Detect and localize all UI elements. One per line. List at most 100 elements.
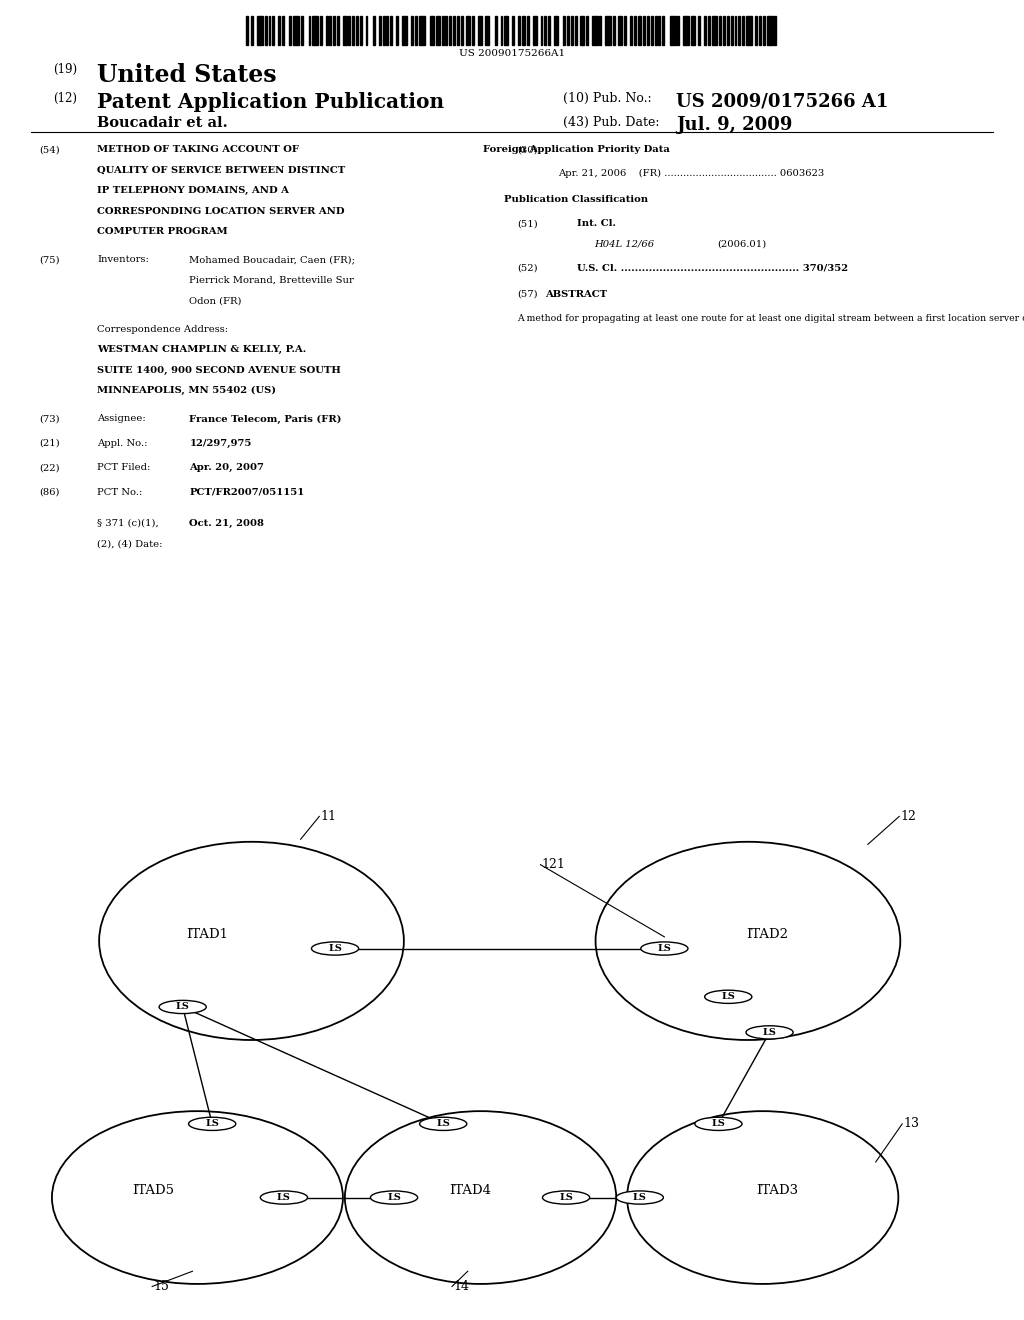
Text: (73): (73) — [39, 414, 59, 424]
Bar — [756, 16, 758, 45]
Bar — [738, 16, 740, 45]
Bar — [401, 16, 408, 45]
Bar — [466, 16, 470, 45]
Text: LS: LS — [712, 1119, 725, 1129]
Bar — [396, 16, 398, 45]
Bar — [379, 16, 381, 45]
Bar — [651, 16, 652, 45]
Bar — [265, 16, 266, 45]
Text: LS: LS — [205, 1119, 219, 1129]
Bar — [727, 16, 729, 45]
Bar — [698, 16, 700, 45]
Bar — [495, 16, 497, 45]
Text: Mohamed Boucadair, Caen (FR);: Mohamed Boucadair, Caen (FR); — [189, 255, 355, 264]
Text: IP TELEPHONY DOMAINS, AND A: IP TELEPHONY DOMAINS, AND A — [97, 186, 289, 195]
Bar — [581, 16, 585, 45]
Bar — [457, 16, 459, 45]
Bar — [390, 16, 392, 45]
Bar — [705, 16, 706, 45]
Text: ITAD2: ITAD2 — [746, 928, 788, 941]
Bar — [282, 16, 284, 45]
Bar — [319, 16, 322, 45]
Text: United States: United States — [97, 63, 276, 87]
Bar — [734, 16, 736, 45]
Bar — [742, 16, 744, 45]
Text: 11: 11 — [321, 810, 336, 822]
Bar — [618, 16, 623, 45]
Bar — [712, 16, 718, 45]
Text: H04L 12/66: H04L 12/66 — [594, 240, 654, 248]
Bar — [545, 16, 546, 45]
Text: Inventors:: Inventors: — [97, 255, 150, 264]
Text: CORRESPONDING LOCATION SERVER AND: CORRESPONDING LOCATION SERVER AND — [97, 206, 345, 215]
Text: 13: 13 — [903, 1117, 920, 1130]
Text: Patent Application Publication: Patent Application Publication — [97, 92, 444, 112]
Text: LS: LS — [559, 1193, 573, 1203]
Bar — [518, 16, 519, 45]
Text: (51): (51) — [517, 219, 538, 228]
Text: (22): (22) — [39, 463, 59, 473]
Bar — [647, 16, 649, 45]
Bar — [293, 16, 299, 45]
Text: WESTMAN CHAMPLIN & KELLY, P.A.: WESTMAN CHAMPLIN & KELLY, P.A. — [97, 345, 306, 354]
Bar — [654, 16, 656, 45]
Bar — [415, 16, 417, 45]
Bar — [541, 16, 543, 45]
Bar — [290, 16, 292, 45]
Bar — [678, 16, 679, 45]
Bar — [461, 16, 463, 45]
Text: (54): (54) — [39, 145, 59, 154]
Bar — [567, 16, 569, 45]
Ellipse shape — [311, 942, 358, 956]
Bar — [419, 16, 425, 45]
Text: 15: 15 — [154, 1280, 169, 1294]
Text: QUALITY OF SERVICE BETWEEN DISTINCT: QUALITY OF SERVICE BETWEEN DISTINCT — [97, 165, 345, 174]
Ellipse shape — [371, 1191, 418, 1204]
Text: Jul. 9, 2009: Jul. 9, 2009 — [676, 116, 793, 135]
Text: ABSTRACT: ABSTRACT — [546, 290, 607, 298]
Bar — [521, 16, 525, 45]
Bar — [441, 16, 443, 45]
Text: ITAD5: ITAD5 — [132, 1184, 174, 1197]
Bar — [485, 16, 489, 45]
Bar — [436, 16, 439, 45]
Text: ITAD3: ITAD3 — [757, 1184, 799, 1197]
Bar — [501, 16, 503, 45]
Text: SUITE 1400, 900 SECOND AVENUE SOUTH: SUITE 1400, 900 SECOND AVENUE SOUTH — [97, 366, 341, 375]
Text: Apr. 20, 2007: Apr. 20, 2007 — [189, 463, 264, 473]
Text: MINNEAPOLIS, MN 55402 (US): MINNEAPOLIS, MN 55402 (US) — [97, 385, 276, 395]
Text: U.S. Cl. ................................................... 370/352: U.S. Cl. ...............................… — [577, 263, 848, 272]
Bar — [412, 16, 413, 45]
Bar — [337, 16, 339, 45]
Text: Appl. No.:: Appl. No.: — [97, 438, 147, 447]
Text: ITAD4: ITAD4 — [450, 1184, 492, 1197]
Text: COMPUTER PROGRAM: COMPUTER PROGRAM — [97, 227, 228, 236]
Bar — [554, 16, 558, 45]
Bar — [563, 16, 565, 45]
Ellipse shape — [260, 1191, 307, 1204]
Bar — [450, 16, 452, 45]
Text: Int. Cl.: Int. Cl. — [577, 219, 615, 228]
Bar — [605, 16, 611, 45]
Bar — [430, 16, 434, 45]
Bar — [599, 16, 601, 45]
Text: (12): (12) — [53, 92, 77, 106]
Text: PCT Filed:: PCT Filed: — [97, 463, 151, 473]
Ellipse shape — [705, 990, 752, 1003]
Text: Boucadair et al.: Boucadair et al. — [97, 116, 228, 131]
Text: Odon (FR): Odon (FR) — [189, 296, 242, 305]
Bar — [708, 16, 710, 45]
Bar — [574, 16, 577, 45]
Bar — [246, 16, 248, 45]
Bar — [352, 16, 354, 45]
Bar — [356, 16, 358, 45]
Bar — [272, 16, 274, 45]
Bar — [658, 16, 660, 45]
Bar — [333, 16, 335, 45]
Bar — [453, 16, 455, 45]
Bar — [625, 16, 626, 45]
Text: METHOD OF TAKING ACCOUNT OF: METHOD OF TAKING ACCOUNT OF — [97, 145, 299, 154]
Text: 14: 14 — [453, 1280, 469, 1294]
Bar — [670, 16, 676, 45]
Text: LS: LS — [657, 944, 672, 953]
